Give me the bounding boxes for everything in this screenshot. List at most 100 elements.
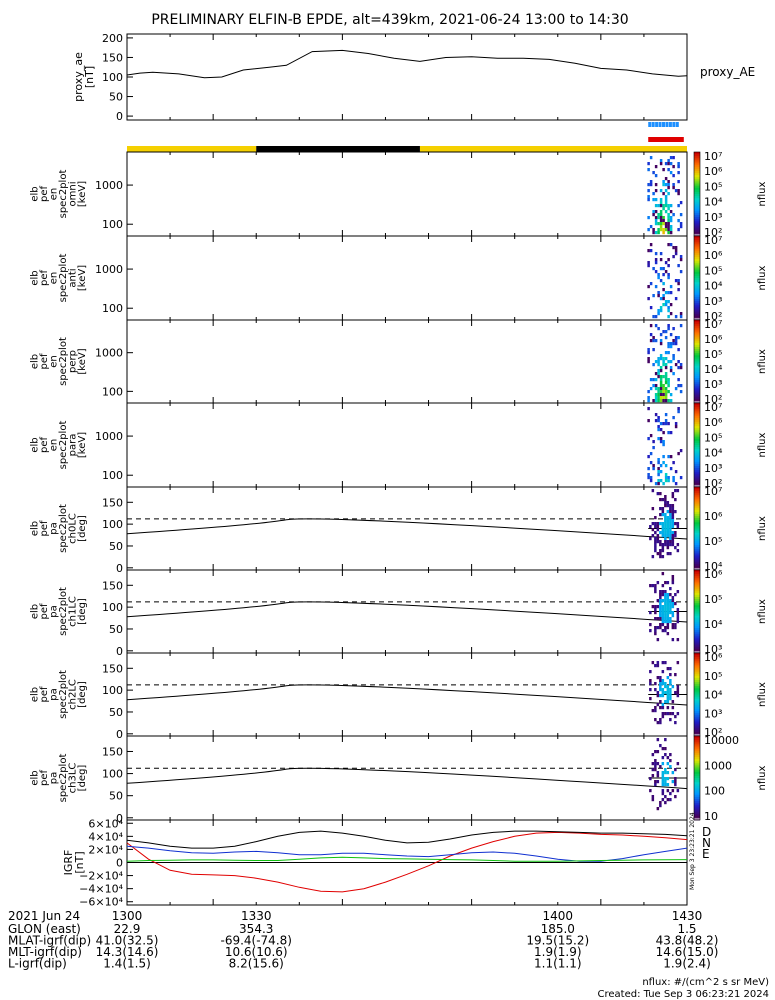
pa-cell: [654, 584, 657, 588]
colorbar-segment: [694, 650, 700, 654]
spec-cell: [654, 393, 658, 397]
spectrogram-perp-frame: [126, 319, 688, 404]
colorbar-segment: [694, 584, 700, 588]
spec-cell: [672, 476, 675, 480]
pa-cell: [651, 584, 655, 588]
pa-ytick-label: 0: [116, 645, 123, 658]
colorbar-segment: [694, 588, 700, 592]
spec-cell: [647, 189, 650, 193]
pa-cell: [654, 682, 657, 686]
pa-cell: [669, 682, 672, 686]
spec-cell: [657, 458, 660, 462]
ylabel-line: spec2plot: [58, 754, 69, 803]
pa-ytick-label: 50: [109, 706, 123, 719]
pa-cell: [676, 789, 680, 793]
pa-cell: [656, 703, 660, 707]
colorbar-segment: [694, 682, 700, 685]
pa-cell: [664, 599, 667, 603]
pa-cell: [659, 679, 662, 683]
pa-cell: [666, 501, 670, 505]
pa-cell: [656, 807, 660, 811]
colorbar-segment: [694, 440, 700, 444]
spec-cell: [657, 437, 660, 441]
pa-cell: [666, 608, 670, 612]
pa-cell: [666, 522, 670, 526]
spec-cell: [662, 440, 665, 444]
spec-cell: [654, 396, 658, 400]
ylabel-line: spec2plot: [58, 254, 69, 303]
spec-cell: [677, 384, 680, 388]
pa-cell: [659, 608, 662, 612]
pa-cell: [661, 611, 665, 615]
ylabel-line: anti: [67, 268, 78, 287]
pa-cell: [649, 688, 652, 692]
ylabel-line: pef: [39, 270, 50, 287]
spec-cell: [667, 309, 670, 313]
pa-cell: [664, 617, 667, 621]
spec-cell: [667, 324, 670, 328]
colorbar-segment: [694, 638, 700, 642]
colorbar-segment: [694, 162, 700, 166]
colorbar-segment: [694, 796, 700, 800]
colorbar-segment: [694, 338, 700, 342]
colorbar-segment: [694, 619, 700, 623]
spec-cell: [664, 330, 668, 334]
pa-cell: [676, 590, 680, 594]
spec-cell: [647, 407, 650, 411]
xtick-label: 1400: [542, 909, 573, 923]
pa-cell: [676, 691, 680, 695]
spec-cell: [659, 428, 663, 432]
spec-cell: [652, 446, 655, 450]
colorbar-label: nflux: [757, 265, 768, 290]
colorbar-segment: [694, 309, 700, 313]
colorbar-segment: [694, 322, 700, 325]
ylabel-line: pef: [39, 353, 50, 370]
pa-cell: [664, 801, 667, 805]
colorbar-segment: [694, 221, 700, 224]
colorbar-segment: [694, 634, 700, 637]
colorbar-segment: [694, 811, 700, 815]
colorbar-segment: [694, 484, 700, 488]
spec-cell: [679, 315, 683, 319]
spec-cell: [677, 162, 680, 166]
spec-cell: [662, 231, 665, 235]
pa-cell: [666, 694, 670, 698]
colorbar-segment: [694, 505, 700, 509]
pa-cell: [661, 661, 665, 665]
pa-cell: [659, 685, 662, 689]
colorbar-segment: [694, 709, 700, 712]
colorbar-segment: [694, 378, 700, 381]
pa-cell: [659, 623, 662, 627]
spec-cell: [654, 285, 658, 289]
pa-cell: [656, 774, 660, 778]
spec-cell: [647, 419, 650, 423]
colorbar-tick-label: 10⁴: [704, 560, 723, 573]
pa-cell: [661, 623, 665, 627]
pa-ytick-label: 150: [102, 745, 123, 758]
spec-cell: [664, 396, 668, 400]
igrf-legend-D: D: [702, 825, 711, 839]
pa-cell: [661, 620, 665, 624]
spec-cell: [674, 387, 678, 391]
spec-cell: [649, 461, 653, 465]
spec-cell: [662, 228, 665, 232]
pa-cell: [651, 489, 655, 493]
pa-cell: [674, 768, 677, 772]
pa-cell: [661, 792, 665, 796]
spec-cell: [647, 195, 650, 199]
spec-cell: [672, 416, 675, 420]
pa-cell: [671, 516, 675, 520]
colorbar-segment: [694, 665, 700, 669]
spec-cell: [647, 357, 650, 361]
pa-ytick-label: 150: [102, 496, 123, 509]
spec-cell: [659, 309, 663, 313]
spec-cell: [669, 162, 673, 166]
sci-zone-tick: [672, 122, 676, 127]
sci-zone-tick: [651, 122, 655, 127]
pa-cell: [654, 522, 657, 526]
spec-cell: [662, 443, 665, 447]
spec-cell: [674, 189, 678, 193]
zlabel: nflux: [757, 765, 768, 790]
